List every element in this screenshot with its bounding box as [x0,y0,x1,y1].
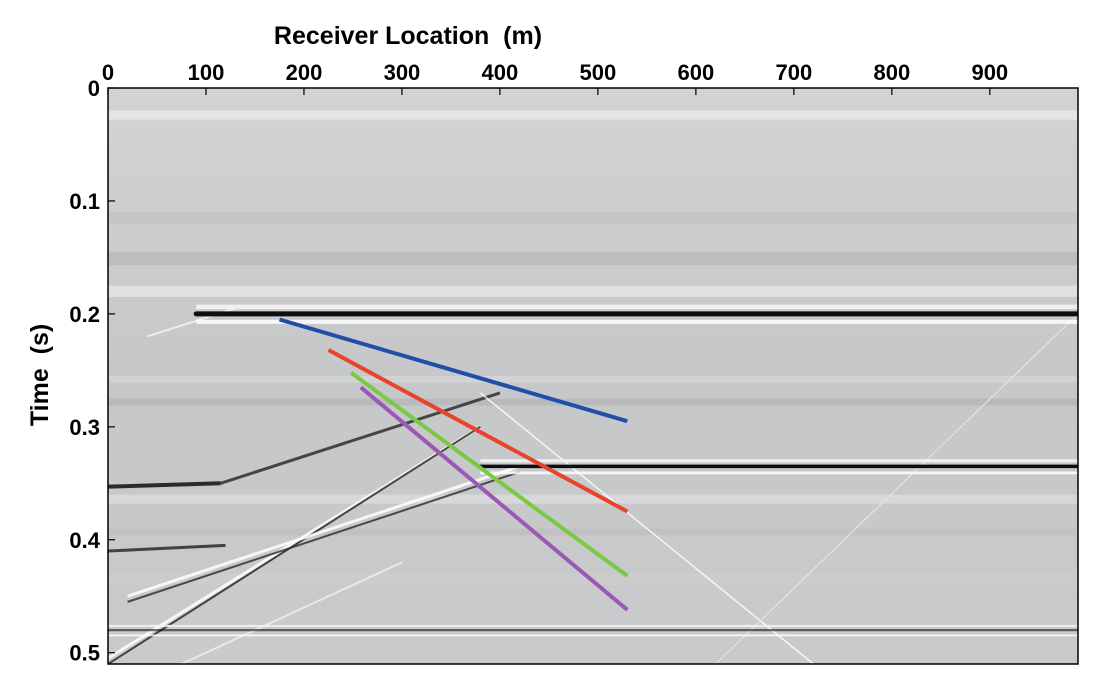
x-tick-label: 0 [102,60,114,85]
series-line [327,348,629,514]
y-axis: 0 0.1 0.2 0.3 0.4 0.5 [69,76,115,666]
series-line [359,385,629,612]
texture-band [108,251,1078,266]
texture-event [108,425,481,664]
texture-event [108,481,221,489]
y-tick-label: 0.1 [69,189,100,214]
x-tick-label: 800 [873,60,910,85]
plot-frame [107,87,1079,665]
y-tick-label: 0.4 [69,528,100,553]
seismic-texture [108,110,1078,664]
texture-event [715,313,1078,664]
y-tick-label: 0.3 [69,415,100,440]
x-tick-label: 400 [482,60,519,85]
texture-band [108,494,1078,504]
texture-event [127,471,520,603]
x-tick-label: 900 [971,60,1008,85]
texture-event [108,543,226,553]
x-tick-label: 200 [286,60,323,85]
reflector-layer [108,304,1078,637]
y-tick-label: 0 [88,76,100,101]
texture-band [108,528,1078,536]
x-tick-label: 700 [775,60,812,85]
texture-band [108,110,1078,120]
series-line [349,370,629,578]
plot-area [107,87,1079,665]
texture-band [108,212,1078,224]
x-tick-label: 600 [678,60,715,85]
series-layer [278,317,629,612]
x-axis: 0 100 200 300 400 500 600 700 800 900 [102,60,1008,95]
texture-band [108,398,1078,406]
texture-band [108,285,1078,297]
x-tick-label: 300 [384,60,421,85]
texture-event [479,392,814,664]
texture-band [108,376,1078,383]
y-axis-title: Time (s) [26,324,54,426]
y-tick-label: 0.5 [69,641,100,666]
x-tick-label: 500 [580,60,617,85]
texture-event [127,464,520,598]
series-line [278,317,628,424]
x-tick-label: 100 [188,60,225,85]
y-tick-label: 0.2 [69,302,100,327]
texture-event [220,391,501,485]
x-axis-title: Receiver Location (m) [274,22,542,50]
